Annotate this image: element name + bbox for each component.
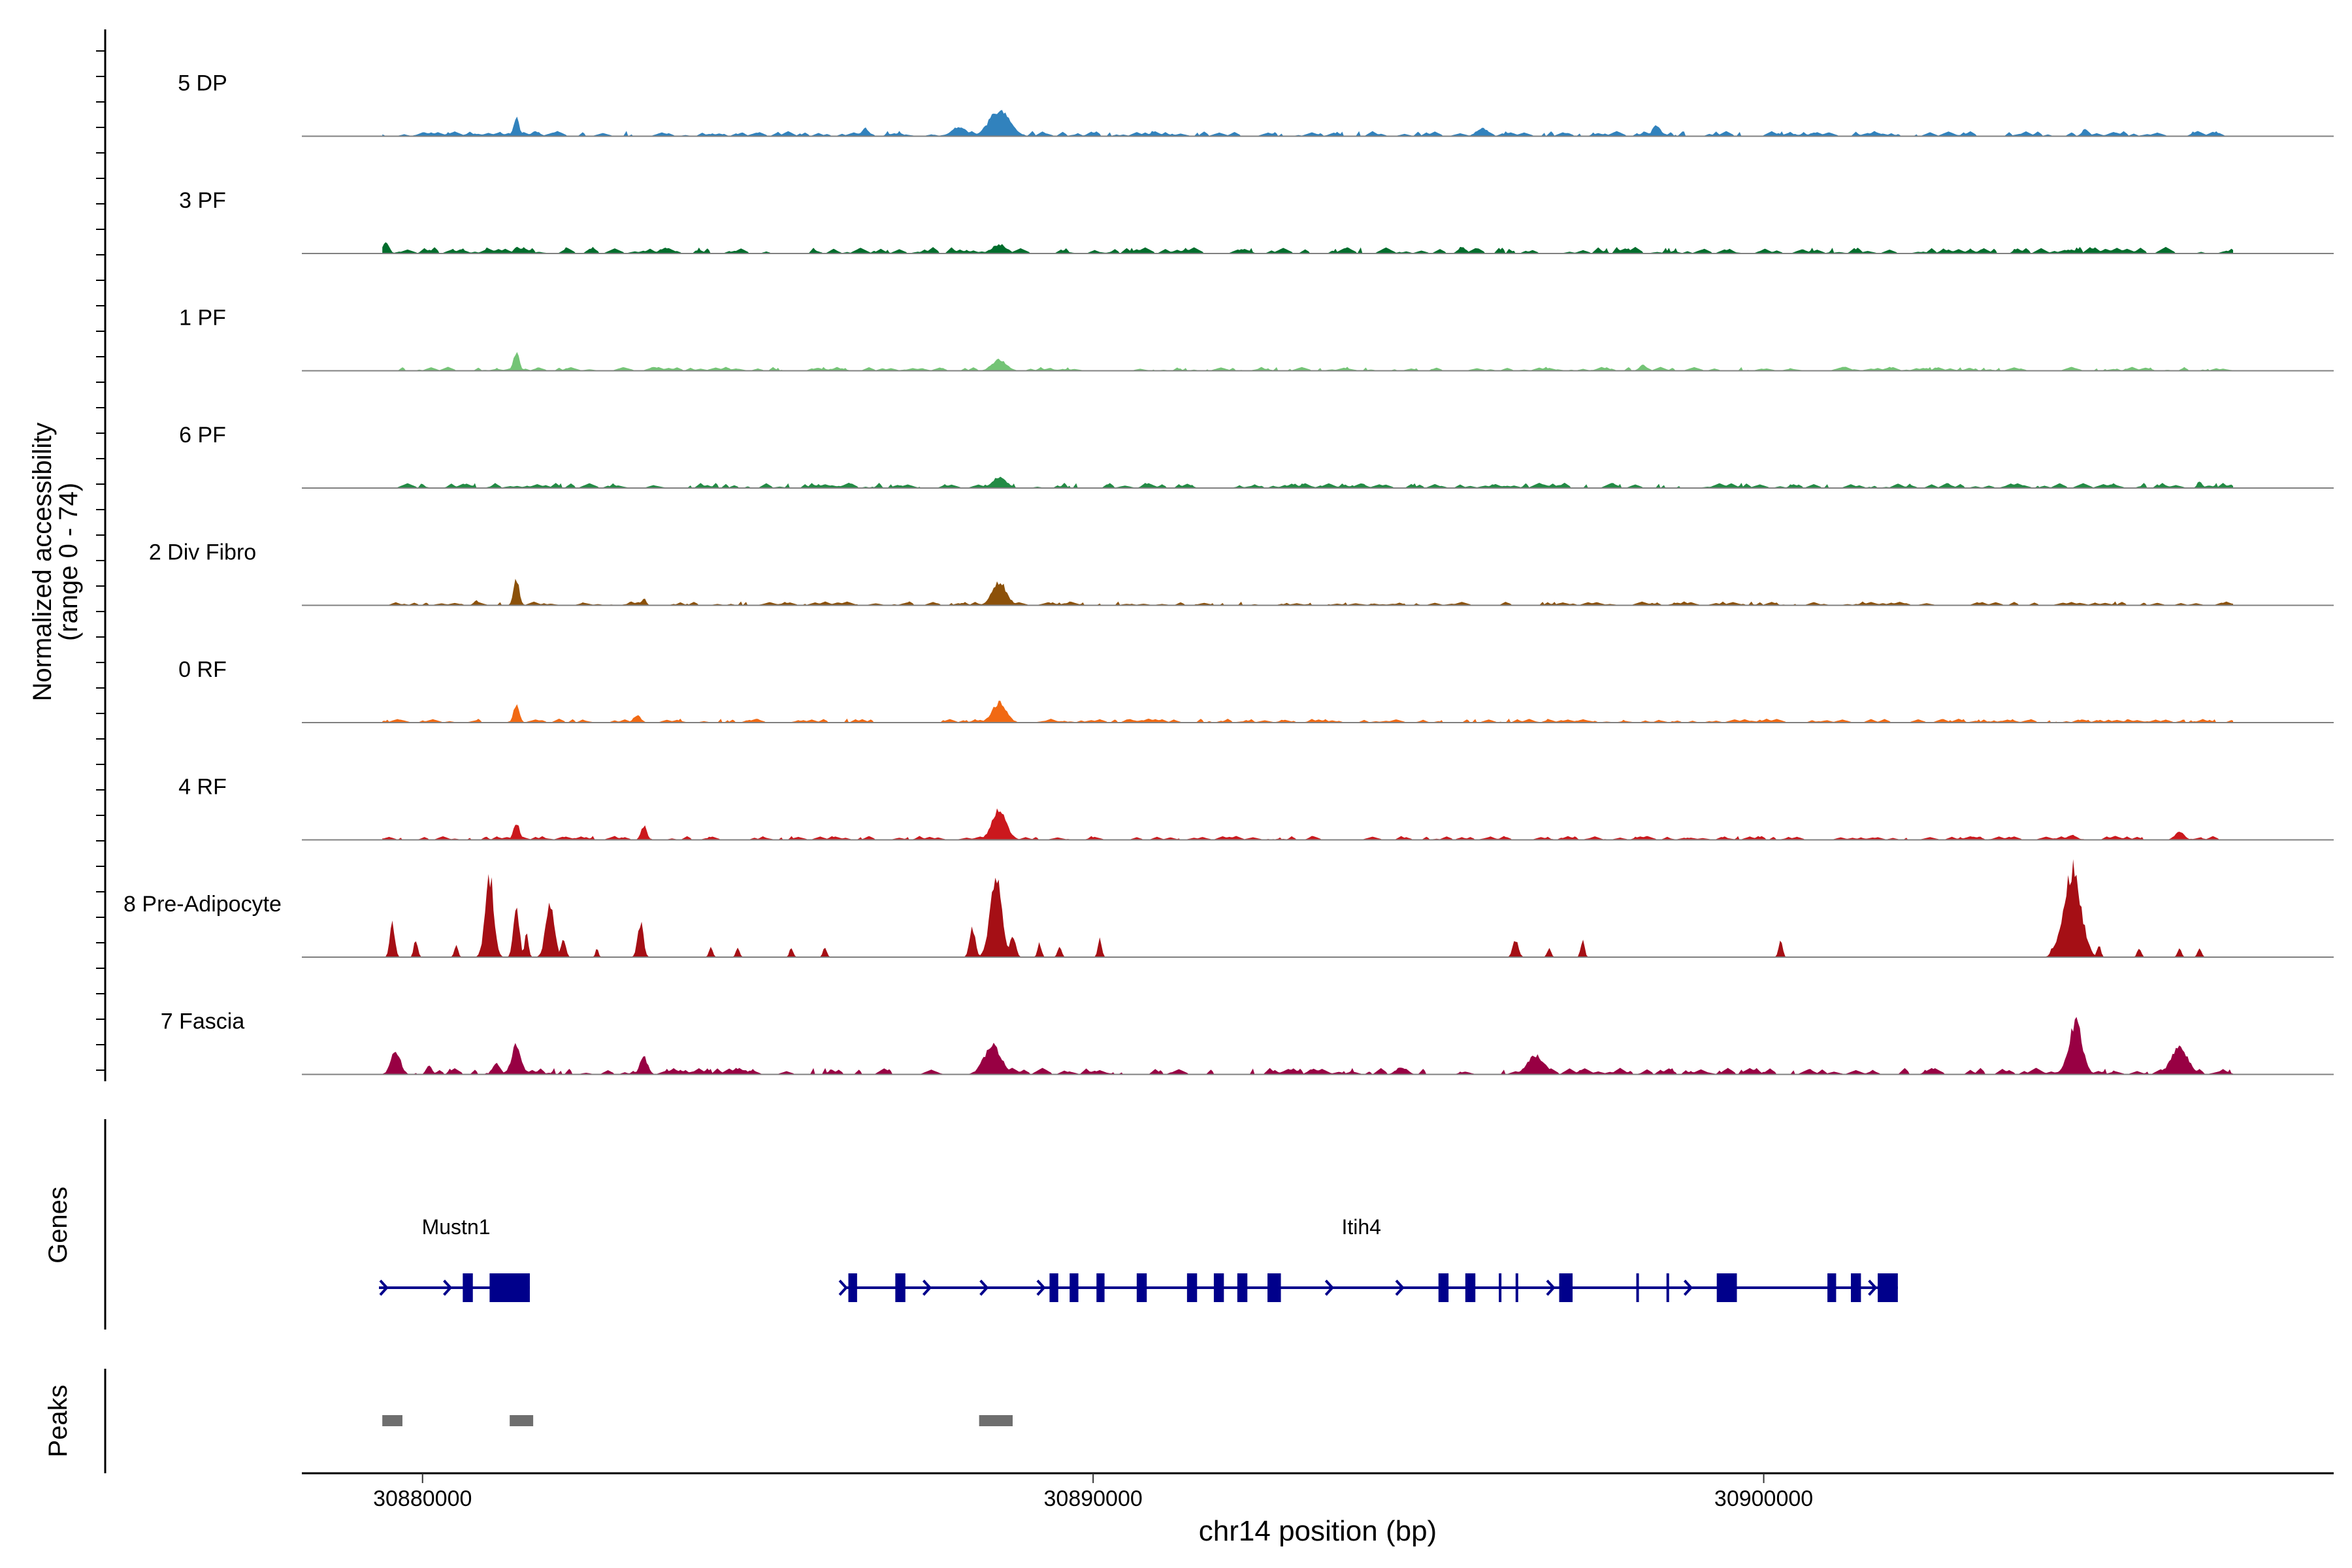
gene-exon [1499, 1273, 1502, 1302]
gene-exon [1237, 1273, 1248, 1302]
gene-exon [1850, 1273, 1861, 1302]
gene-exon [895, 1273, 906, 1302]
gene-exon [1070, 1273, 1079, 1302]
strand-arrow [1868, 1279, 1878, 1296]
tracks-layer: 5 DP 3 PF 1 PF 6 PF 2 Div Fibro 0 RF 4 RF 8 Pre… [123, 71, 2334, 1075]
x-axis-label: chr14 position (bp) [1199, 1515, 1437, 1547]
coverage-area [382, 351, 2234, 371]
peak-region [510, 1415, 534, 1426]
strand-arrow [443, 1279, 453, 1296]
strand-arrow [1683, 1279, 1693, 1296]
coverage-area [382, 578, 2234, 606]
peaks-layer [382, 1415, 1013, 1426]
gene-exon [1136, 1273, 1147, 1302]
gene-exon [1666, 1273, 1669, 1302]
coverage-area [382, 1017, 2234, 1075]
gene-exon [848, 1273, 857, 1302]
gene-exon [1096, 1273, 1105, 1302]
coverage-area [382, 700, 2234, 723]
coverage-area [382, 110, 2234, 137]
strand-arrow [379, 1279, 389, 1296]
peak-region [979, 1415, 1013, 1426]
track-label: 5 DP [178, 71, 227, 96]
peak-region [382, 1415, 402, 1426]
strand-arrow [1036, 1279, 1046, 1296]
coverage-area [382, 242, 2234, 253]
coverage-area [382, 808, 2234, 840]
gene-exon [1049, 1273, 1058, 1302]
coverage-area [382, 859, 2234, 957]
gene-exon [1827, 1273, 1837, 1302]
gene-exon [489, 1273, 530, 1302]
gene-exon [1515, 1273, 1518, 1302]
track-label: 6 PF [179, 423, 226, 448]
genes-layer: Mustn1 Itih4 [379, 1215, 1898, 1302]
track-label: 1 PF [179, 306, 226, 331]
x-tick-label: 30890000 [1044, 1486, 1143, 1511]
gene-exon [1213, 1273, 1224, 1302]
gene-exon [1716, 1273, 1737, 1302]
gene-label: Itih4 [1341, 1215, 1380, 1239]
coverage-area [382, 476, 2234, 488]
x-tick-label: 30880000 [373, 1486, 472, 1511]
track-label: 2 Div Fibro [149, 540, 256, 565]
track-label: 0 RF [178, 657, 227, 682]
track-label: 7 Fascia [161, 1009, 245, 1034]
strand-arrow [1546, 1279, 1556, 1296]
gene-exon [1878, 1273, 1898, 1302]
track-label: 3 PF [179, 188, 226, 213]
peaks-panel-label: Peaks [44, 1384, 73, 1457]
gene-exon [1636, 1273, 1639, 1302]
strand-arrow [1395, 1279, 1405, 1296]
x-tick-label: 30900000 [1714, 1486, 1813, 1511]
gene-exon [1438, 1273, 1449, 1302]
gene-exon [1186, 1273, 1198, 1302]
y-axis-label-range: (range 0 - 74) [54, 483, 83, 641]
gene-label: Mustn1 [422, 1215, 491, 1239]
gene-exon [1465, 1273, 1476, 1302]
strand-arrow [838, 1279, 848, 1296]
gene-exon [1559, 1273, 1573, 1302]
strand-arrow [979, 1279, 989, 1296]
axes-layer: 30880000 30890000 30900000 [96, 29, 2334, 1511]
gene-exon [1267, 1273, 1281, 1302]
track-label: 8 Pre-Adipocyte [123, 892, 282, 917]
y-axis-label: Normalized accessibility [28, 423, 57, 702]
gene-exon [463, 1273, 473, 1302]
track-label: 4 RF [178, 775, 227, 800]
strand-arrow [1324, 1279, 1334, 1296]
strand-arrow [922, 1279, 932, 1296]
genes-panel-label: Genes [44, 1186, 73, 1264]
